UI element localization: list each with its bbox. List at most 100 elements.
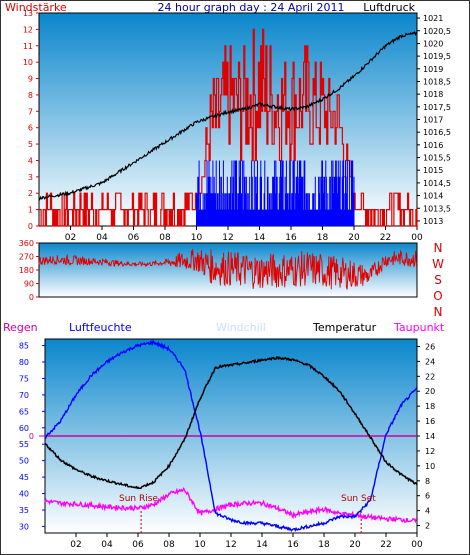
direction-letter-w: W [432,257,444,271]
wind-y-tick-label: 5 [28,140,33,149]
humidity-y-tick-label: 65 [19,407,29,416]
humidity-y-tick-label: 40 [19,490,29,499]
wind-x-tick-label: 16 [285,233,297,243]
temperature-y-tick-label: 14 [425,432,435,441]
direction-y-tick-label: 90 [24,280,34,289]
pressure-y-tick-label: 1014,5 [423,179,451,188]
temperature-series [44,355,418,490]
pressure-y-tick-label: 1016 [423,141,443,150]
temp-humidity-chart [44,339,418,533]
wind-y-tick-label: 6 [28,124,33,133]
pressure-y-tick-label: 1020,5 [423,27,451,36]
pressure-y-tick-label: 1015 [423,166,443,175]
direction-letter-n-top: N [434,241,443,255]
humidity-y-tick-label: 70 [19,391,29,400]
wind-gust-series [196,160,355,226]
humidity-y-tick-label: 85 [19,342,29,351]
temp-x-tick-label: 18 [318,540,330,550]
humidity-y-tick-label: 45 [19,473,29,482]
legend-dewpoint: Taupunkt [393,321,445,334]
chart-title: 24 hour graph day : 24 April 2011 [158,1,345,14]
pressure-y-tick-label: 1018 [423,90,443,99]
temperature-y-tick-label: 26 [425,342,435,351]
wind-direction-series [38,248,418,290]
direction-y-tick-label: 0 [29,293,34,302]
temperature-y-tick-label: 10 [425,462,435,471]
legend-humidity: Luftfeuchte [69,321,132,334]
temp-x-tick-label: 14 [256,540,268,550]
wind-y-tick-label: 4 [28,156,33,165]
wind-x-tick-label: 00 [411,233,423,243]
humidity-y-tick-label: 60 [19,424,29,433]
temp-x-tick-label: 04 [101,540,113,550]
direction-letter-n-bottom: N [434,305,443,319]
pressure-y-tick-label: 1015,5 [423,154,451,163]
wind-pressure-chart [38,28,418,227]
wind-y-tick-label: 3 [28,173,33,182]
wind-x-tick-label: 02 [65,233,76,243]
humidity-y-tick-label: 30 [19,522,29,531]
sunset-label: Sun Set [341,494,376,504]
pressure-y-tick-label: 1018,5 [423,77,451,86]
wind-y-tick-label: 12 [23,25,33,34]
wind-y-tick-label: 1 [28,206,33,215]
legend-rain: Regen [3,321,38,334]
wind-x-tick-label: 20 [348,233,360,243]
temperature-y-tick-label: 4 [425,507,430,516]
temperature-y-tick-label: 16 [425,417,435,426]
temp-x-tick-label: 12 [225,540,236,550]
legend-windchill: Windchill [216,321,266,334]
direction-y-tick-label: 180 [19,266,34,275]
humidity-y-tick-label: 80 [19,358,29,367]
wind-speed-series [39,28,418,227]
pressure-y-tick-label: 1016,5 [423,128,451,137]
direction-letter-s: S [434,273,442,287]
pressure-series [38,30,418,201]
pressure-y-tick-label: 1020 [423,39,443,48]
legend-temperature: Temperatur [312,321,377,334]
direction-y-tick-label: 270 [19,253,34,262]
wind-x-tick-label: 04 [96,233,108,243]
wind-y-tick-label: 2 [28,189,33,198]
temperature-y-tick-label: 12 [425,447,435,456]
temp-x-tick-label: 08 [163,540,175,550]
wind-y-tick-label: 10 [23,58,33,67]
pressure-y-tick-label: 1013 [423,217,443,226]
humidity-y-tick-label: 75 [19,374,29,383]
humidity-y-tick-label: 50 [19,457,29,466]
pressure-y-tick-label: 1017,5 [423,103,451,112]
direction-y-tick-label: 360 [19,239,34,248]
humidity-series [44,339,418,533]
humidity-y-tick-label: 55 [19,440,29,449]
wind-axis-title: Windstärke [5,1,67,14]
direction-letter-o: O [433,289,442,303]
wind-pressure-axes: 01234567891011121310131013,510141014,510… [23,9,451,243]
temp-x-tick-label: 06 [132,540,144,550]
pressure-y-tick-label: 1019 [423,65,443,74]
wind-x-tick-label: 10 [191,233,203,243]
temp-humidity-axes: 3035404550556065707580852468101214161820… [19,342,435,550]
pressure-axis-title: Luftdruck [363,1,415,14]
temperature-y-tick-label: 18 [425,402,435,411]
temp-x-tick-label: 22 [380,540,391,550]
wind-y-tick-label: 8 [28,91,33,100]
wind-y-tick-label: 13 [23,9,33,18]
direction-letters: N W S O N [432,241,444,319]
wind-x-tick-label: 14 [254,233,266,243]
wind-y-tick-label: 11 [23,42,33,51]
pressure-y-tick-label: 1014 [423,192,443,201]
temperature-y-tick-label: 20 [425,387,435,396]
wind-x-tick-label: 08 [159,233,171,243]
pressure-y-tick-label: 1013,5 [423,204,451,213]
wind-x-tick-label: 12 [222,233,233,243]
pressure-y-tick-label: 1021 [423,14,443,23]
temperature-y-tick-label: 2 [425,522,430,531]
wind-direction-axes: 0 90 180 270 360 [19,239,39,302]
pressure-y-tick-label: 1019,5 [423,52,451,61]
sunrise-label: Sun Rise [119,494,158,504]
pressure-y-tick-label: 1017 [423,116,443,125]
wind-y-tick-label: 9 [28,75,33,84]
temperature-y-tick-label: 6 [425,492,430,501]
